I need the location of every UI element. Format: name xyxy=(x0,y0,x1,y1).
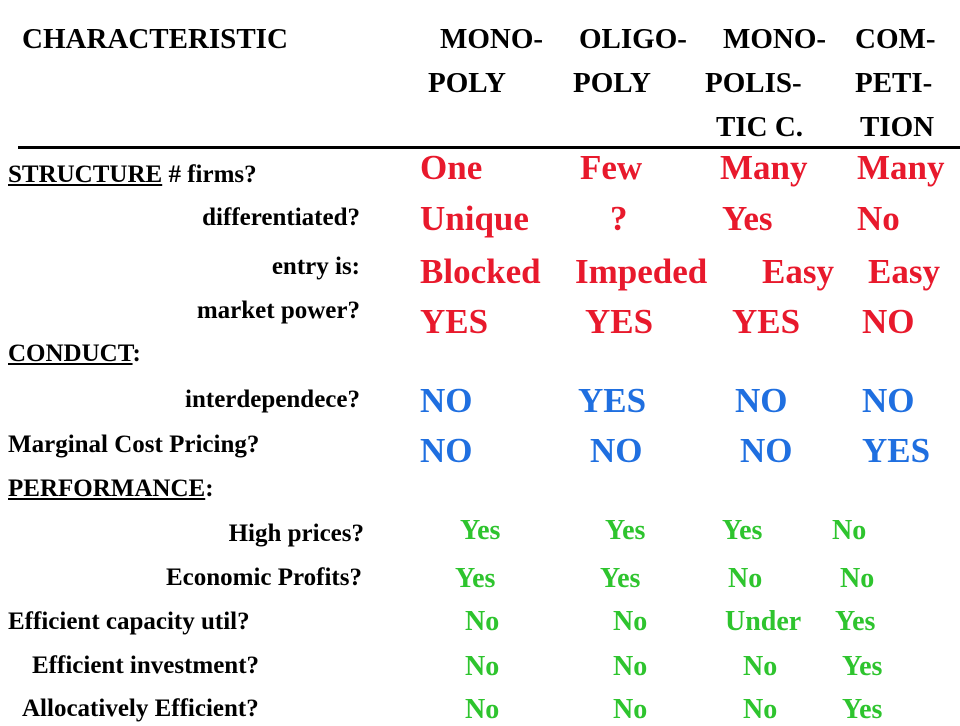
label-entry: entry is: xyxy=(271,253,360,280)
label-allocative: Allocatively Efficient? xyxy=(22,695,259,722)
interdependence-monopoly: NO xyxy=(420,381,473,420)
investment-competition: Yes xyxy=(842,651,883,682)
power-oligopoly: YES xyxy=(585,302,654,341)
header-monopoly-line2: POLY xyxy=(428,67,506,99)
label-marginal-cost: Marginal Cost Pricing? xyxy=(8,431,260,458)
differentiated-monopoly: Unique xyxy=(420,199,529,238)
allocative-monopoly: No xyxy=(465,694,500,725)
label-interdependence: interdependece? xyxy=(185,386,360,413)
conduct-colon: : xyxy=(132,340,141,367)
capacity-monopoly: No xyxy=(465,606,500,637)
header-rule xyxy=(18,146,960,149)
interdependence-oligopoly: YES xyxy=(578,381,647,420)
header-competition-line1: COM- xyxy=(855,23,936,55)
label-market-power: market power? xyxy=(196,297,360,324)
header-monopolistic-line1: MONO- xyxy=(723,23,827,55)
investment-monopolistic: No xyxy=(743,651,778,682)
firms-monopoly: One xyxy=(420,148,483,187)
profits-monopolistic: No xyxy=(728,563,763,594)
header-oligopoly-line1: OLIGO- xyxy=(579,23,687,55)
header-monopoly-line1: MONO- xyxy=(440,23,544,55)
label-capacity: Efficient capacity util? xyxy=(8,608,250,635)
header-characteristic: CHARACTERISTIC xyxy=(22,23,288,55)
high-prices-monopoly: Yes xyxy=(460,515,501,546)
label-differentiated: differentiated? xyxy=(202,204,360,231)
conduct-heading: CONDUCT xyxy=(8,340,133,367)
allocative-monopolistic: No xyxy=(743,694,778,725)
capacity-competition: Yes xyxy=(835,606,876,637)
mc-competition: YES xyxy=(862,431,931,470)
capacity-monopolistic: Under xyxy=(725,606,802,637)
mc-oligopoly: NO xyxy=(590,431,643,470)
profits-competition: No xyxy=(840,563,875,594)
investment-oligopoly: No xyxy=(613,651,648,682)
header-monopolistic-line3: TIC C. xyxy=(716,111,804,143)
label-economic-profits: Economic Profits? xyxy=(165,564,362,591)
profits-oligopoly: Yes xyxy=(600,563,641,594)
high-prices-competition: No xyxy=(832,515,867,546)
mc-monopolistic: NO xyxy=(740,431,793,470)
firms-competition: Many xyxy=(857,148,945,187)
header-competition-line3: TION xyxy=(860,111,935,143)
interdependence-competition: NO xyxy=(862,381,915,420)
entry-monopolistic: Easy xyxy=(762,252,834,291)
firms-label: # firms? xyxy=(162,161,257,188)
allocative-oligopoly: No xyxy=(613,694,648,725)
performance-heading: PERFORMANCE xyxy=(8,475,206,502)
label-high-prices: High prices? xyxy=(228,520,364,547)
differentiated-competition: No xyxy=(857,199,900,238)
power-competition: NO xyxy=(862,302,915,341)
header-monopolistic-line2: POLIS- xyxy=(705,67,802,99)
entry-monopoly: Blocked xyxy=(420,252,541,291)
allocative-competition: Yes xyxy=(842,694,883,725)
power-monopoly: YES xyxy=(420,302,489,341)
firms-monopolistic: Many xyxy=(720,148,808,187)
differentiated-oligopoly: ? xyxy=(610,199,628,238)
label-structure-firms: STRUCTURE # firms? xyxy=(8,160,257,190)
interdependence-monopolistic: NO xyxy=(735,381,788,420)
label-conduct: CONDUCT: xyxy=(8,339,141,369)
mc-monopoly: NO xyxy=(420,431,473,470)
performance-colon: : xyxy=(205,475,214,502)
power-monopolistic: YES xyxy=(732,302,801,341)
capacity-oligopoly: No xyxy=(613,606,648,637)
label-performance: PERFORMANCE: xyxy=(8,474,214,504)
high-prices-monopolistic: Yes xyxy=(722,515,763,546)
header-competition-line2: PETI- xyxy=(855,67,933,99)
profits-monopoly: Yes xyxy=(455,563,496,594)
high-prices-oligopoly: Yes xyxy=(605,515,646,546)
differentiated-monopolistic: Yes xyxy=(722,199,773,238)
label-investment: Efficient investment? xyxy=(32,652,260,679)
investment-monopoly: No xyxy=(465,651,500,682)
entry-oligopoly: Impeded xyxy=(575,252,708,291)
firms-oligopoly: Few xyxy=(580,148,643,187)
header-oligopoly-line2: POLY xyxy=(573,67,651,99)
structure-heading: STRUCTURE xyxy=(8,161,163,188)
entry-competition: Easy xyxy=(868,252,940,291)
